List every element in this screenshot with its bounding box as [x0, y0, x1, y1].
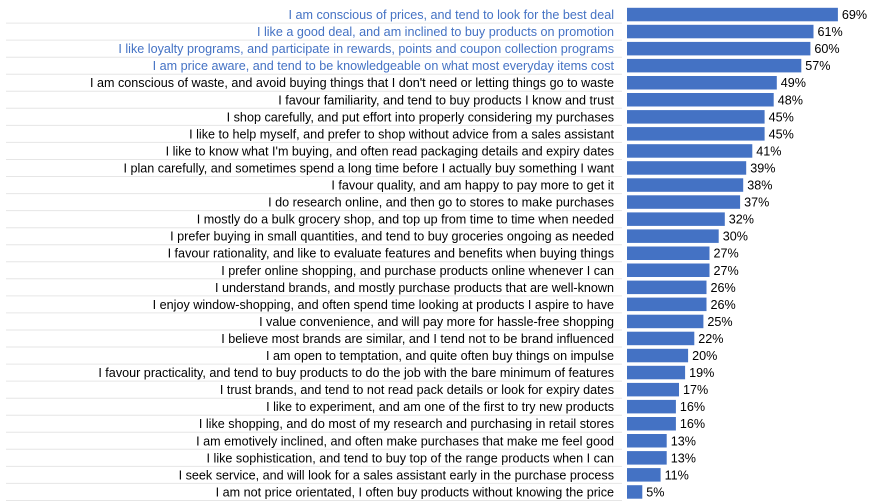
data-label: 20%: [692, 349, 717, 363]
data-label: 16%: [680, 417, 705, 431]
category-label: I am emotively inclined, and often make …: [196, 434, 614, 448]
category-label: I trust brands, and tend to not read pac…: [220, 383, 614, 397]
bar: [627, 280, 707, 295]
category-label: I like sophistication, and tend to buy t…: [207, 451, 614, 465]
data-label: 26%: [711, 281, 736, 295]
category-label: I like to know what I'm buying, and ofte…: [166, 144, 614, 158]
data-label: 26%: [711, 298, 736, 312]
bar: [627, 229, 719, 243]
data-label: 32%: [729, 213, 754, 227]
data-label: 11%: [665, 468, 689, 482]
category-label: I like to experiment, and am one of the …: [266, 400, 614, 414]
bar: [627, 468, 661, 482]
data-label: 27%: [714, 247, 739, 261]
category-label: I shop carefully, and put effort into pr…: [227, 110, 614, 124]
bar: [627, 93, 774, 107]
category-label: I do research online, and then go to sto…: [268, 196, 614, 210]
bar: [627, 58, 802, 73]
bar: [627, 212, 725, 226]
bar: [627, 76, 777, 90]
data-label: 13%: [671, 434, 696, 448]
bar: [627, 417, 676, 431]
bar: [627, 314, 704, 329]
category-label: I enjoy window-shopping, and often spend…: [153, 298, 614, 312]
data-label: 48%: [778, 93, 803, 107]
bar: [627, 161, 747, 175]
category-label: I like loyalty programs, and participate…: [118, 42, 614, 56]
bar: [627, 365, 686, 380]
data-label: 60%: [814, 42, 839, 56]
category-label: I like to help myself, and prefer to sho…: [189, 127, 614, 141]
category-label: I mostly do a bulk grocery shop, and top…: [197, 213, 614, 227]
data-label: 45%: [769, 127, 794, 141]
bar: [627, 24, 814, 39]
category-label: I understand brands, and mostly purchase…: [215, 281, 614, 295]
data-label: 25%: [707, 315, 732, 329]
bar: [627, 7, 838, 22]
data-label: 41%: [756, 144, 781, 158]
data-label: 61%: [818, 25, 843, 39]
data-label: 13%: [671, 451, 696, 465]
category-label: I am not price orientated, I often buy p…: [216, 485, 614, 499]
data-label: 19%: [689, 366, 714, 380]
data-label: 69%: [842, 8, 867, 22]
category-label: I prefer online shopping, and purchase p…: [221, 264, 614, 278]
data-label: 16%: [680, 400, 705, 414]
bar: [627, 451, 667, 465]
bar: [627, 41, 811, 56]
category-label: I am open to temptation, and quite often…: [266, 349, 614, 363]
bar: [627, 348, 689, 363]
category-label: I am conscious of waste, and avoid buyin…: [90, 76, 614, 90]
category-label: I like shopping, and do most of my resea…: [199, 417, 614, 431]
bar: [627, 144, 753, 158]
bar: [627, 297, 707, 312]
category-label: I seek service, and will look for a sale…: [179, 468, 614, 482]
data-label: 38%: [747, 179, 772, 193]
data-label: 57%: [805, 59, 830, 73]
data-label: 22%: [698, 332, 723, 346]
category-label: I plan carefully, and sometimes spend a …: [124, 162, 615, 176]
bar: [627, 331, 695, 346]
category-label: I am price aware, and tend to be knowled…: [153, 59, 615, 73]
category-label: I believe most brands are similar, and I…: [221, 332, 614, 346]
category-label: I favour quality, and am happy to pay mo…: [331, 179, 614, 193]
data-label: 5%: [646, 485, 664, 499]
bar: [627, 434, 667, 448]
data-label: 45%: [769, 110, 794, 124]
data-label: 17%: [683, 383, 708, 397]
data-label: 39%: [750, 162, 775, 176]
bar: [627, 246, 710, 260]
category-label: I am conscious of prices, and tend to lo…: [288, 8, 614, 22]
category-label: I favour familiarity, and tend to buy pr…: [278, 93, 614, 107]
bar: [627, 195, 741, 209]
bar: [627, 178, 744, 192]
category-label: I value convenience, and will pay more f…: [259, 315, 614, 329]
data-label: 30%: [723, 230, 748, 244]
data-label: 49%: [781, 76, 806, 90]
category-label: I favour rationality, and like to evalua…: [168, 247, 614, 261]
bar: [627, 382, 679, 397]
bar: [627, 485, 643, 499]
chart-rows: I am conscious of prices, and tend to lo…: [6, 7, 867, 501]
category-label: I like a good deal, and am inclined to b…: [257, 25, 614, 39]
bar: [627, 263, 710, 277]
category-label: I favour practicality, and tend to buy p…: [98, 366, 614, 380]
bar: [627, 110, 765, 124]
data-label: 27%: [714, 264, 739, 278]
data-label: 37%: [744, 196, 769, 210]
bar: [627, 399, 676, 414]
bar: [627, 127, 765, 141]
category-label: I prefer buying in small quantities, and…: [170, 230, 614, 244]
